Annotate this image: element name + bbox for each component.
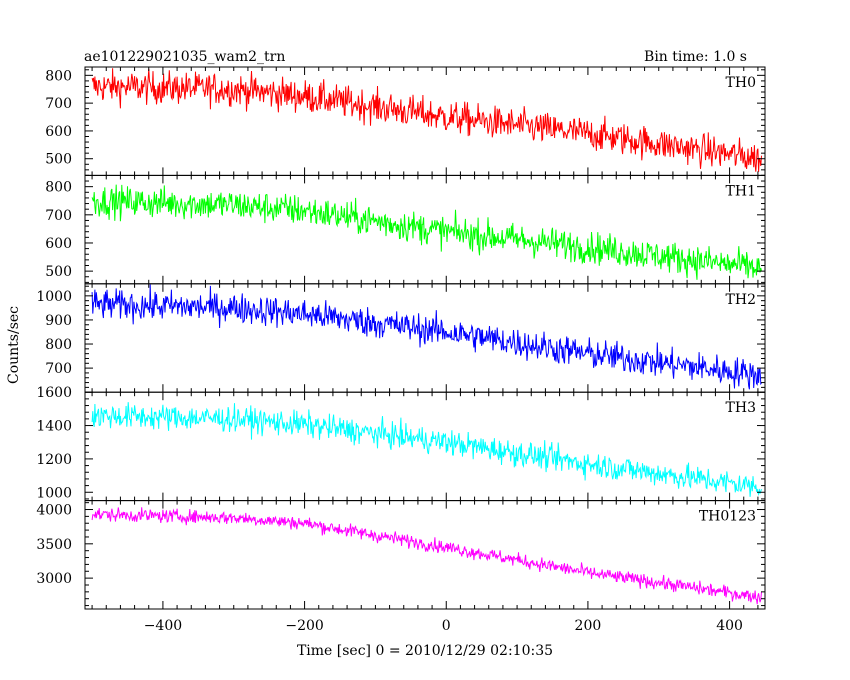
- y-tick-label: 600: [45, 124, 72, 140]
- y-tick-label: 700: [45, 361, 72, 377]
- x-axis: −400 −200 0 200 400: [144, 618, 743, 634]
- y-tick-label: 800: [45, 68, 72, 84]
- x-tick-label: −400: [144, 618, 182, 634]
- y-tick-label: 3500: [36, 537, 72, 553]
- chart-title-left: ae101229021035_wam2_trn: [84, 49, 285, 65]
- y-tick-label: 1400: [36, 419, 72, 435]
- panel-th2: 700 800 900 1000 TH2: [36, 283, 766, 393]
- panel-th0: 500 600 700 800 TH0: [45, 66, 766, 176]
- y-tick-label: 1000: [36, 289, 72, 305]
- y-tick-label: 3000: [36, 571, 72, 587]
- x-tick-label: 200: [575, 618, 602, 634]
- panel-label-th0123: TH0123: [699, 509, 756, 525]
- x-tick-label: −200: [285, 618, 323, 634]
- panel-frame-th1: [84, 174, 766, 285]
- x-tick-label: 0: [442, 618, 451, 634]
- x-tick-label: 400: [716, 618, 743, 634]
- y-tick-label: 800: [45, 180, 72, 196]
- y-tick-label: 600: [45, 236, 72, 252]
- panel-label-th0: TH0: [726, 75, 756, 91]
- panel-frame-th0123: [84, 500, 766, 610]
- panel-th1: 500 600 700 800 TH1: [45, 174, 766, 285]
- panel-th0123: 3000 3500 4000 TH0123: [36, 500, 766, 610]
- y-tick-label: 500: [45, 152, 72, 168]
- bin-time-label: Bin time: 1.0 s: [644, 49, 747, 65]
- y-tick-label: 500: [45, 264, 72, 280]
- y-tick-label: 1000: [36, 485, 72, 501]
- y-axis-label: Counts/sec: [6, 306, 22, 384]
- series-line-th2: [91, 284, 762, 390]
- y-tick-label: 700: [45, 208, 72, 224]
- y-tick-label: 4000: [36, 503, 72, 519]
- series-line-th0: [91, 68, 762, 172]
- series-line-th1: [91, 184, 762, 280]
- y-tick-label: 1200: [36, 452, 72, 468]
- y-tick-label: 700: [45, 96, 72, 112]
- panel-label-th3: TH3: [726, 400, 756, 416]
- x-axis-label: Time [sec] 0 = 2010/12/29 02:10:35: [297, 643, 553, 659]
- panels-group: 500 600 700 800 TH0 500 600 700 800 TH1 700 800 900 1…: [36, 66, 766, 610]
- panel-label-th1: TH1: [726, 183, 756, 199]
- y-tick-label: 900: [45, 313, 72, 329]
- series-line-th3: [91, 402, 762, 497]
- series-line-th0123: [91, 507, 762, 605]
- y-tick-label: 1600: [36, 385, 72, 401]
- y-tick-label: 800: [45, 337, 72, 353]
- panel-th3: 1000 1200 1400 1600 TH3: [36, 385, 766, 501]
- panel-label-th2: TH2: [726, 292, 756, 308]
